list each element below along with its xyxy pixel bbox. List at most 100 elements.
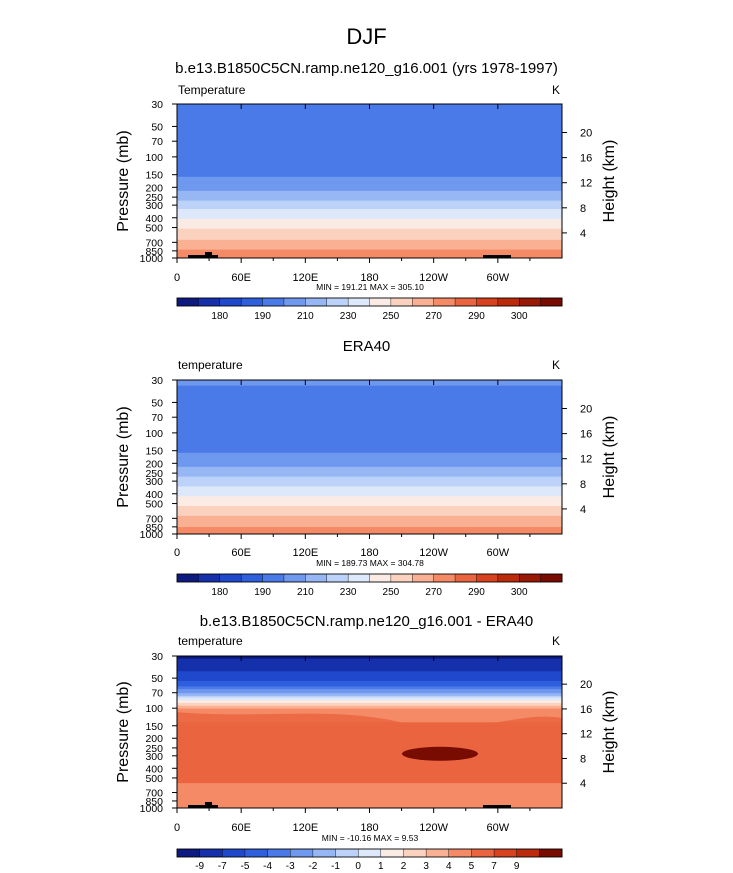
field-band — [177, 444, 562, 447]
field-band — [177, 785, 562, 788]
field-band — [177, 455, 562, 458]
field-band — [177, 696, 562, 699]
field-band — [177, 756, 562, 759]
field-band — [177, 129, 562, 132]
field-band — [177, 244, 562, 246]
x-tick-label: 60W — [487, 547, 510, 559]
field-band — [177, 504, 562, 507]
colorbar-swatch — [198, 573, 221, 583]
field-band — [177, 220, 562, 223]
field-band — [177, 780, 562, 783]
field-band — [177, 137, 562, 140]
field-band — [177, 489, 562, 492]
field-band — [177, 745, 562, 748]
x-tick-label: 120W — [419, 272, 448, 284]
colorbar-label: 9 — [514, 861, 520, 872]
topography — [188, 805, 218, 808]
field — [177, 380, 562, 534]
field-band — [177, 417, 562, 420]
field-band — [177, 193, 562, 196]
field-band — [177, 420, 562, 423]
y-tick-label: 30 — [151, 375, 163, 387]
field-band — [177, 762, 562, 765]
colorbar-swatch — [244, 848, 269, 858]
field-band — [177, 399, 562, 402]
colorbar-swatch — [519, 573, 542, 583]
field-band — [177, 464, 562, 466]
topography — [188, 255, 218, 258]
colorbar-swatch — [312, 848, 337, 858]
field-band — [177, 510, 562, 513]
x-tick-label: 0 — [174, 547, 180, 559]
field-band — [177, 790, 562, 793]
field-band — [177, 429, 562, 431]
colorbar-label: 4 — [446, 861, 452, 872]
field-band — [177, 109, 562, 112]
field-band — [177, 111, 562, 113]
units-label: K — [552, 634, 560, 648]
field-band — [177, 176, 562, 179]
field-band — [177, 734, 562, 737]
field-band — [177, 478, 562, 480]
colorbar-swatch — [262, 573, 285, 583]
field-band — [177, 740, 562, 743]
field-band — [177, 174, 562, 176]
field-band — [177, 410, 562, 413]
field-band — [177, 758, 562, 761]
field-band — [177, 707, 562, 710]
field-band — [177, 490, 562, 493]
y-tick-label: 300 — [145, 751, 163, 763]
colorbar-swatch — [497, 573, 520, 583]
field-band — [177, 130, 562, 133]
colorbar-swatch — [380, 848, 404, 858]
field-band — [177, 511, 562, 514]
colorbar-swatch — [539, 848, 563, 858]
x-tick-label: 60W — [487, 822, 510, 834]
y2-tick-label: 12 — [580, 454, 592, 466]
field-band — [177, 496, 562, 499]
field-band — [177, 466, 562, 469]
field-band — [177, 459, 562, 462]
field-band — [177, 766, 562, 769]
colorbar-swatch — [433, 297, 456, 307]
field-band — [177, 401, 562, 403]
field-band — [177, 415, 562, 417]
colorbar-swatch — [454, 297, 477, 307]
field-band — [177, 161, 562, 164]
colorbar-swatch — [412, 573, 435, 583]
field-band — [177, 774, 562, 777]
colorbar-swatch — [176, 297, 199, 307]
y-tick-label: 850 — [145, 796, 163, 808]
field-band — [177, 127, 562, 130]
field-band — [177, 507, 562, 510]
panel-1: b.e13.B1850C5CN.ramp.ne120_g16.001 (yrs … — [115, 60, 618, 322]
minmax-label: MIN = -10.16 MAX = 9.53 — [322, 833, 419, 843]
colorbar-label: 300 — [511, 587, 528, 598]
colorbar-swatch — [471, 848, 495, 858]
panel-2: ERA40 temperature K 0 60E 120E 180 120W 60W 30 50 7… — [115, 338, 618, 598]
colorbar-swatch — [176, 573, 199, 583]
topography — [483, 255, 511, 258]
field-band — [177, 143, 562, 146]
colorbar-swatch — [369, 297, 392, 307]
field-band — [177, 799, 562, 802]
field-band — [177, 126, 562, 129]
y2-tick-label: 20 — [580, 128, 592, 140]
colorbar-label: -7 — [218, 861, 227, 872]
colorbar-label: 290 — [468, 587, 485, 598]
field-band — [177, 744, 562, 747]
field-band — [177, 752, 562, 755]
y-tick-label: 100 — [145, 428, 163, 440]
field-band — [177, 207, 562, 210]
field-band — [177, 687, 562, 690]
field-band — [177, 113, 562, 116]
colorbar-swatch — [369, 573, 392, 583]
field-band — [177, 394, 562, 396]
field-band — [177, 506, 562, 508]
field-band — [177, 216, 562, 218]
colorbar-swatch — [326, 297, 349, 307]
field-band — [177, 665, 562, 668]
field-band — [177, 661, 562, 664]
colorbar-swatch — [454, 573, 477, 583]
field-band — [177, 115, 562, 118]
